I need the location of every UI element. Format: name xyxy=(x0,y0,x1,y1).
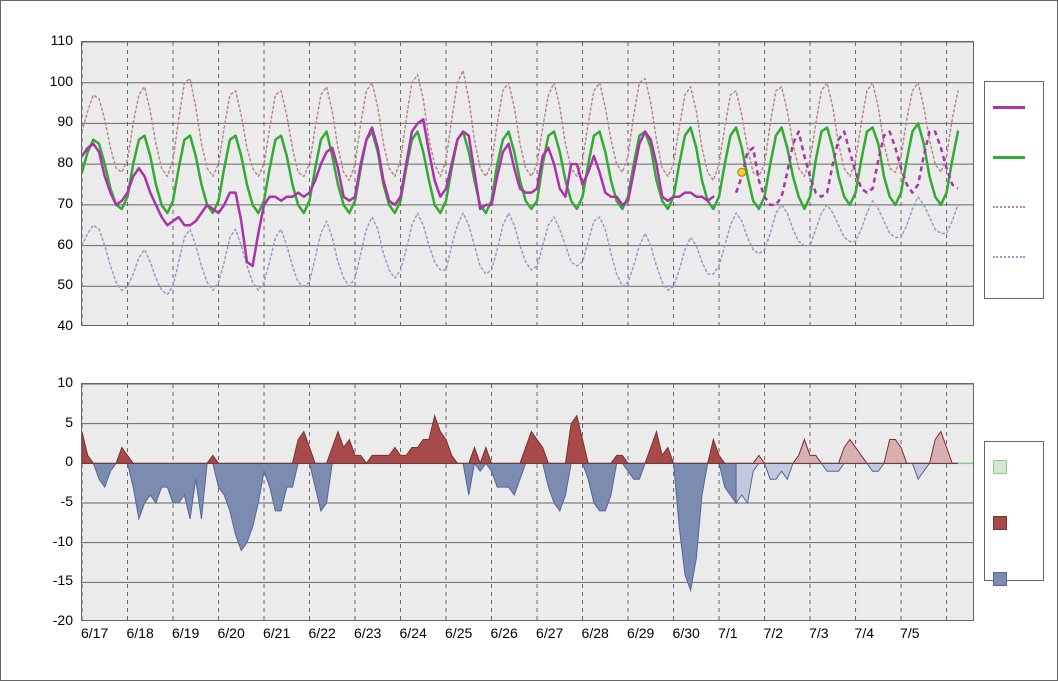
chart-frame: 40 50 60 70 80 90 100 110 -20 -15 -10 -5 0 5 10 6/17 6… xyxy=(0,0,1058,681)
legend-swatch xyxy=(993,256,1025,258)
top-ytick-label: 50 xyxy=(57,276,73,292)
bottom-ytick-label: -10 xyxy=(53,533,73,549)
top-ytick-label: 70 xyxy=(57,195,73,211)
top-ytick-label: 90 xyxy=(57,113,73,129)
legend-item-normal xyxy=(993,142,1035,172)
legend-item-record-high xyxy=(993,192,1035,222)
x-tick-label: 6/26 xyxy=(491,625,518,641)
legend-item-above-normal xyxy=(993,508,1035,538)
x-tick-label: 6/22 xyxy=(309,625,336,641)
legend-swatch xyxy=(993,572,1007,586)
x-tick-label: 7/5 xyxy=(900,625,919,641)
bottom-ytick-label: 0 xyxy=(65,453,73,469)
legend-swatch xyxy=(993,516,1007,530)
legend-item-observed xyxy=(993,92,1035,122)
x-tick-label: 7/4 xyxy=(855,625,874,641)
legend-item-below-normal xyxy=(993,564,1035,594)
bottom-chart-legend xyxy=(984,441,1044,581)
x-tick-label: 6/24 xyxy=(400,625,427,641)
x-tick-label: 6/20 xyxy=(218,625,245,641)
series-normal xyxy=(82,123,958,213)
legend-swatch xyxy=(993,106,1025,109)
bottom-plot-svg xyxy=(82,384,974,621)
x-tick-label: 6/23 xyxy=(354,625,381,641)
area-above-normal xyxy=(82,416,736,464)
area-below-normal-forecast xyxy=(736,463,958,503)
top-ytick-label: 60 xyxy=(57,236,73,252)
x-tick-label: 6/27 xyxy=(536,625,563,641)
bottom-ytick-label: -15 xyxy=(53,572,73,588)
legend-item-record-low xyxy=(993,242,1035,272)
bottom-ytick-label: 10 xyxy=(57,374,73,390)
bottom-ytick-label: -5 xyxy=(61,493,73,509)
legend-swatch xyxy=(993,156,1025,159)
x-tick-label: 6/21 xyxy=(263,625,290,641)
series-observed xyxy=(82,119,713,266)
x-tick-label: 6/17 xyxy=(81,625,108,641)
x-tick-label: 6/29 xyxy=(627,625,654,641)
bottom-ytick-label: 5 xyxy=(65,414,73,430)
top-chart-plot-area xyxy=(81,41,974,326)
x-tick-label: 6/25 xyxy=(445,625,472,641)
top-chart-legend xyxy=(984,81,1044,299)
current-point-marker xyxy=(738,168,746,176)
legend-swatch xyxy=(993,460,1007,474)
bottom-ytick-label: -20 xyxy=(53,612,73,628)
top-ytick-label: 80 xyxy=(57,154,73,170)
bottom-chart-plot-area xyxy=(81,383,974,621)
series-record-high xyxy=(82,71,958,181)
x-tick-label: 6/19 xyxy=(172,625,199,641)
top-ytick-label: 100 xyxy=(50,73,73,89)
x-tick-label: 7/1 xyxy=(718,625,737,641)
x-tick-label: 7/2 xyxy=(764,625,783,641)
x-tick-label: 6/30 xyxy=(673,625,700,641)
area-above-normal-forecast xyxy=(736,432,958,464)
area-below-normal xyxy=(82,463,736,590)
legend-swatch xyxy=(993,206,1025,208)
x-tick-label: 6/28 xyxy=(582,625,609,641)
x-tick-label: 7/3 xyxy=(809,625,828,641)
x-tick-label: 6/18 xyxy=(127,625,154,641)
legend-item-baseline-zero xyxy=(993,452,1035,482)
top-plot-svg xyxy=(82,42,974,326)
top-ytick-label: 40 xyxy=(57,317,73,333)
top-ytick-label: 110 xyxy=(51,32,73,48)
